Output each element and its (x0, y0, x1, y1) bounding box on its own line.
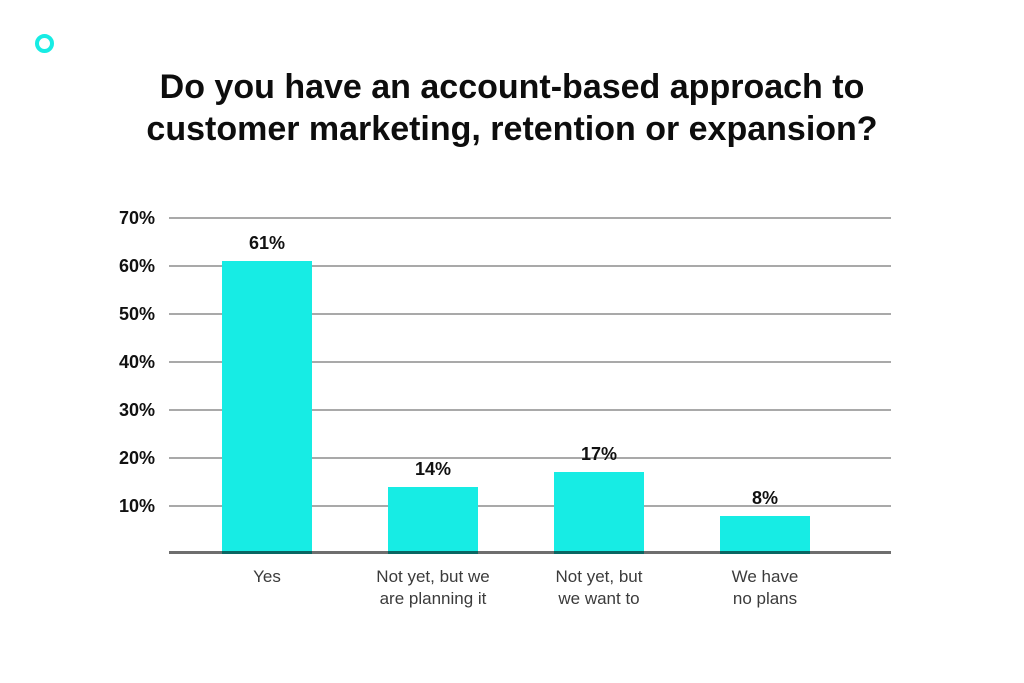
gridline (169, 457, 891, 459)
bar-column: 17% (516, 200, 682, 554)
gridline (169, 505, 891, 507)
bar-value-label: 61% (248, 233, 286, 254)
x-axis-line (169, 551, 891, 554)
x-axis-category-label: Yes (253, 567, 281, 586)
brand-circle-icon (35, 34, 54, 53)
bar-value-label: 14% (414, 458, 452, 479)
y-axis-tick-label: 30% (118, 400, 155, 420)
bar-column: 8% (682, 200, 848, 554)
bar (222, 261, 312, 554)
bar (554, 472, 644, 554)
x-axis-labels-row: Yes Not yet, but we are planning it Not yet… (184, 566, 848, 610)
x-axis-category-label: Not yet, but we are planning it (376, 567, 490, 608)
chart-title-line-1: Do you have an account-based approach to (159, 68, 865, 106)
plot-area: 61% 14% 17% 8% 10% 20% 30% 40% 50% 60% 70% (119, 200, 891, 554)
bar (388, 486, 478, 554)
bar-column: 14% (350, 200, 516, 554)
gridline (169, 265, 891, 267)
gridline (169, 313, 891, 315)
gridline (169, 409, 891, 411)
x-axis-category-label: Not yet, but we want to (555, 567, 643, 608)
gridline (169, 217, 891, 219)
y-axis-tick-label: 20% (118, 448, 155, 468)
y-axis-tick-label: 10% (118, 496, 155, 516)
y-axis-tick-label: 40% (118, 352, 155, 372)
gridline (169, 361, 891, 363)
bar-value-label: 8% (751, 487, 778, 508)
bars-row: 61% 14% 17% 8% (184, 200, 848, 554)
y-axis-tick-label: 50% (118, 304, 155, 324)
bar-value-label: 17% (580, 444, 618, 465)
y-axis-tick-label: 70% (118, 208, 155, 228)
y-axis-tick-label: 60% (118, 256, 155, 276)
chart-title-line-2: customer marketing, retention or expansi… (146, 110, 878, 148)
chart-title: Do you have an account-based approach to… (0, 66, 1024, 150)
bar-column: 61% (184, 200, 350, 554)
x-axis-category-label: We have no plans (731, 567, 799, 608)
bar (720, 515, 810, 554)
